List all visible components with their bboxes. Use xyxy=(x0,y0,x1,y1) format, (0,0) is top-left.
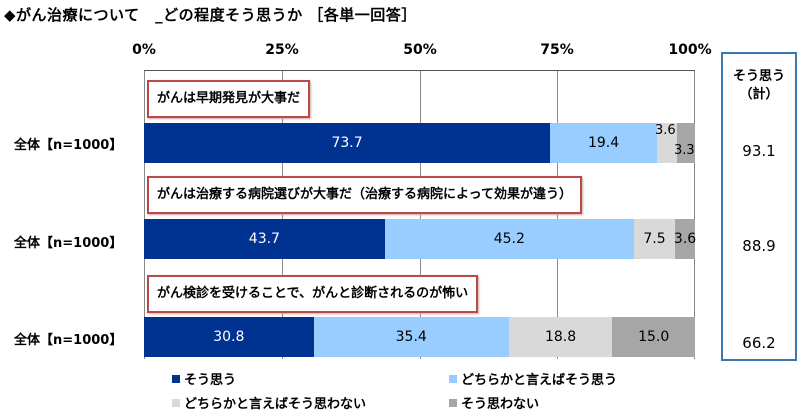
axis-tick-100: 100% xyxy=(668,42,712,58)
row-label: 全体【n=1000】 xyxy=(14,333,123,348)
stacked-bar: 30.8 35.4 18.8 15.0 xyxy=(144,317,695,357)
total-value: 88.9 xyxy=(742,237,776,255)
segment-strongly-agree: 43.7 xyxy=(144,219,385,259)
plot-area xyxy=(144,70,695,359)
segment-strongly-agree: 30.8 xyxy=(144,317,314,357)
total-header-line2: （計） xyxy=(739,87,779,102)
gridline xyxy=(557,71,558,359)
segment-somewhat-agree: 35.4 xyxy=(313,317,509,357)
segment-disagree xyxy=(676,123,695,163)
legend-swatch-icon xyxy=(449,398,457,407)
legend-swatch-icon xyxy=(449,374,457,383)
chart-title: ◆がん治療について _どの程度そう思うか ［各単一回答］ xyxy=(4,6,417,24)
axis-tick-75: 75% xyxy=(540,42,574,58)
legend-label: そう思う xyxy=(184,373,237,388)
row-label: 全体【n=1000】 xyxy=(14,236,123,251)
segment-somewhat-agree: 45.2 xyxy=(384,219,634,259)
legend-swatch-icon xyxy=(172,374,180,383)
axis-tick-25: 25% xyxy=(265,42,299,58)
gridline xyxy=(282,71,283,359)
segment-disagree: 15.0 xyxy=(612,317,695,357)
gridline xyxy=(144,71,145,359)
gridline xyxy=(420,71,421,359)
question-label: がんは早期発見が大事だ xyxy=(147,80,311,118)
legend-label: そう思わない xyxy=(461,397,540,412)
legend-label: どちらかと言えばそう思わない xyxy=(184,397,367,412)
value-label: 3.3 xyxy=(674,143,695,158)
segment-somewhat-disagree xyxy=(656,123,677,163)
axis-tick-50: 50% xyxy=(403,42,437,58)
value-label: 3.6 xyxy=(655,123,676,138)
legend-item-somewhat-disagree: どちらかと言えばそう思わない xyxy=(172,393,366,412)
total-header-line1: そう思う xyxy=(732,69,785,84)
legend-swatch-icon xyxy=(172,398,180,407)
segment-disagree: 3.6 xyxy=(674,219,696,259)
segment-somewhat-disagree: 7.5 xyxy=(633,219,676,259)
segment-somewhat-disagree: 18.8 xyxy=(508,317,613,357)
legend-item-strongly-agree: そう思う xyxy=(172,369,236,388)
segment-strongly-agree: 73.7 xyxy=(144,123,551,163)
total-value: 93.1 xyxy=(742,142,776,160)
gridline xyxy=(694,71,695,359)
legend-label: どちらかと言えばそう思う xyxy=(461,373,618,388)
legend-item-disagree: そう思わない xyxy=(449,393,539,412)
question-label: がんは治療する病院選びが大事だ（治療する病院によって効果が違う） xyxy=(147,176,582,214)
segment-somewhat-agree: 19.4 xyxy=(550,123,657,163)
total-box: そう思う （計） 93.1 88.9 66.2 xyxy=(721,52,797,361)
total-header: そう思う （計） xyxy=(723,68,795,104)
question-label: がん検診を受けることで、がんと診断されるのが怖い xyxy=(147,275,479,313)
stacked-bar: 73.7 19.4 xyxy=(144,123,695,163)
axis-tick-0: 0% xyxy=(132,42,156,58)
row-label: 全体【n=1000】 xyxy=(14,138,123,153)
stacked-bar: 43.7 45.2 7.5 3.6 xyxy=(144,219,696,259)
legend-item-somewhat-agree: どちらかと言えばそう思う xyxy=(449,369,617,388)
total-value: 66.2 xyxy=(742,334,776,352)
